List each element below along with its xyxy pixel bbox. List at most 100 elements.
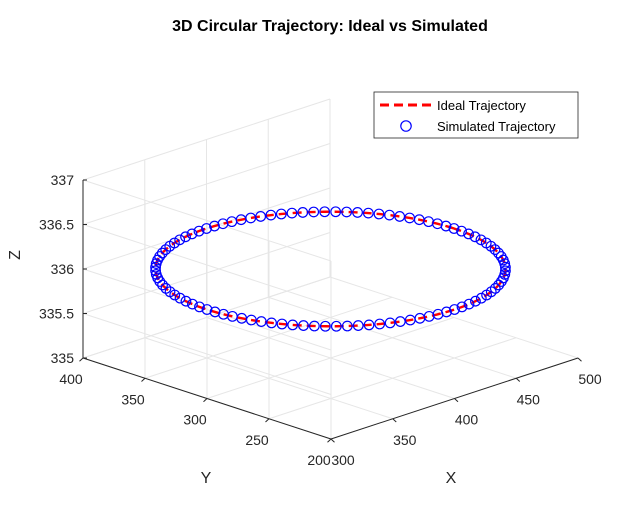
simulated-trajectory-point xyxy=(493,247,504,259)
simulated-trajectory-point xyxy=(160,244,172,256)
simulated-trajectory-point xyxy=(180,295,192,307)
simulated-trajectory-point xyxy=(174,292,186,304)
simulated-trajectory-point xyxy=(456,301,468,313)
simulated-trajectory-point xyxy=(449,304,460,315)
simulated-trajectory-point xyxy=(157,279,168,291)
simulated-trajectory-point xyxy=(187,298,198,310)
x-tick-label: 350 xyxy=(393,432,417,448)
x-tick-label: 300 xyxy=(331,452,355,468)
x-tick-label: 450 xyxy=(517,391,541,407)
tick-labels: 300 350 400 450 500 200 250 300 350 400 335 335.5 33… xyxy=(39,172,602,468)
simulated-trajectory-point xyxy=(499,268,511,280)
x-tick-mark xyxy=(392,418,397,423)
grid-line-wall-z xyxy=(82,98,331,181)
simulated-trajectory-point xyxy=(287,319,299,331)
simulated-trajectory-point xyxy=(470,295,481,307)
simulated-trajectory-point xyxy=(448,223,460,234)
simulated-trajectory-point xyxy=(193,225,205,237)
legend-ideal-label: Ideal Trajectory xyxy=(437,98,526,113)
plot-data xyxy=(150,206,511,332)
simulated-trajectory-point xyxy=(480,237,492,249)
simulated-trajectory-point xyxy=(363,319,375,331)
grid-line-wall-z xyxy=(82,268,332,351)
x-tick-mark xyxy=(515,377,521,382)
simulated-trajectory-point xyxy=(384,209,395,221)
simulated-trajectory-point xyxy=(298,320,309,331)
legend-simulated-label: Simulated Trajectory xyxy=(437,119,556,134)
grid-line-wall-z xyxy=(82,224,332,306)
z-tick-label: 337 xyxy=(51,172,75,188)
grid-line-floor-y xyxy=(206,317,455,399)
simulated-trajectory-point xyxy=(297,207,309,218)
x-tick-label: 500 xyxy=(578,371,602,387)
simulated-trajectory-point xyxy=(169,289,181,301)
grid-line-floor-y xyxy=(144,296,393,379)
y-axis-label: Y xyxy=(201,470,212,487)
simulated-trajectory-point xyxy=(362,207,374,219)
simulated-trajectory-point xyxy=(186,228,198,240)
x-tick-label: 400 xyxy=(455,412,479,428)
simulated-trajectory-point xyxy=(384,317,396,329)
simulated-trajectory-point xyxy=(394,211,406,222)
simulated-trajectory-point xyxy=(150,261,161,273)
simulated-trajectory-point xyxy=(463,228,474,240)
simulated-trajectory-point xyxy=(352,320,364,331)
chart-title: 3D Circular Trajectory: Ideal vs Simulat… xyxy=(172,18,488,35)
y-tick-label: 200 xyxy=(307,452,331,468)
simulated-trajectory-point xyxy=(330,206,342,218)
simulated-trajectory-point xyxy=(373,208,385,220)
simulated-trajectory-point xyxy=(180,231,191,243)
simulated-trajectory-point xyxy=(341,320,353,332)
y-tick-label: 350 xyxy=(121,391,145,407)
z-tick-label: 336 xyxy=(51,261,75,277)
simulated-trajectory-point xyxy=(308,320,320,332)
grid-line-wall-z xyxy=(82,179,332,262)
grid-line-floor-y xyxy=(268,337,517,420)
simulated-trajectory-point xyxy=(500,261,511,273)
simulated-trajectory-point xyxy=(469,231,481,243)
simulated-trajectory-point xyxy=(276,318,288,330)
y-tick-mark xyxy=(203,398,208,403)
simulated-trajectory-point xyxy=(209,220,220,232)
simulated-trajectory-point xyxy=(150,265,161,277)
simulated-trajectory-point xyxy=(150,258,162,270)
simulated-trajectory-point xyxy=(286,207,298,219)
simulated-trajectory-point xyxy=(154,276,166,287)
grid-line-wall-z xyxy=(82,313,332,395)
simulated-trajectory-point xyxy=(374,318,386,330)
simulated-trajectory-point xyxy=(255,316,267,327)
simulated-trajectory-point xyxy=(441,306,452,318)
simulated-trajectory-point xyxy=(475,292,487,304)
simulated-trajectory-point xyxy=(495,251,507,262)
simulated-trajectory-point xyxy=(266,317,277,329)
z-axis-label: Z xyxy=(7,250,24,260)
simulated-trajectory-point xyxy=(319,320,331,332)
x-tick-mark xyxy=(577,357,582,362)
axis-lines xyxy=(79,179,582,443)
simulated-trajectory-point xyxy=(463,298,475,310)
simulated-trajectory-point xyxy=(319,206,331,218)
simulated-trajectory-point xyxy=(352,207,363,218)
simulated-trajectory-point xyxy=(201,223,212,234)
grid-line-wall-z xyxy=(82,232,331,314)
z-tick-label: 336.5 xyxy=(39,217,74,233)
y-tick-label: 400 xyxy=(59,371,83,387)
z-tick-label: 335 xyxy=(51,350,75,366)
grid-line-wall-z xyxy=(82,143,331,225)
x-axis-label: X xyxy=(446,470,457,487)
simulated-trajectory-point xyxy=(308,206,320,218)
y-tick-label: 250 xyxy=(245,432,269,448)
legend-simulated-marker xyxy=(400,120,412,132)
simulated-trajectory-point xyxy=(201,304,213,315)
x-tick-mark xyxy=(454,398,459,403)
y-tick-mark xyxy=(327,438,332,443)
simulated-trajectory-point xyxy=(330,320,342,332)
y-tick-mark xyxy=(79,357,84,362)
simulated-trajectory-point xyxy=(275,208,287,220)
simulated-trajectory-point xyxy=(265,209,277,221)
x-tick-mark xyxy=(330,438,335,443)
grid-line-wall-z xyxy=(82,276,331,359)
y-tick-mark xyxy=(141,377,146,382)
